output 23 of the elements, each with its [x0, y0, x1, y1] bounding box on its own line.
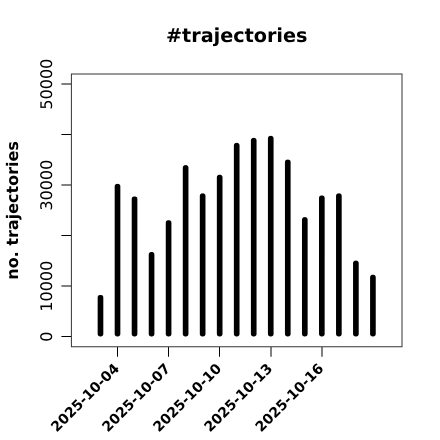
- chart-title: #trajectories: [166, 24, 308, 48]
- y-axis-title: no. trajectories: [2, 141, 22, 280]
- bar: [319, 195, 325, 337]
- bar: [148, 252, 154, 337]
- y-tick-label: 50000: [37, 58, 56, 110]
- bar: [250, 138, 257, 337]
- bar: [98, 294, 104, 337]
- bar: [284, 160, 291, 337]
- y-tick-label: 0: [37, 332, 56, 342]
- y-tick-label: 30000: [37, 160, 56, 211]
- bar: [234, 142, 240, 337]
- bar: [182, 165, 188, 337]
- bar: [200, 193, 206, 337]
- bar: [268, 136, 274, 337]
- bar: [114, 184, 120, 337]
- bar: [302, 217, 308, 337]
- bar: [336, 193, 342, 337]
- y-tick-label: 10000: [37, 260, 56, 312]
- bar: [370, 274, 376, 337]
- bar: [216, 174, 223, 337]
- bar: [132, 196, 138, 337]
- bar: [166, 220, 172, 337]
- bar: [353, 260, 359, 337]
